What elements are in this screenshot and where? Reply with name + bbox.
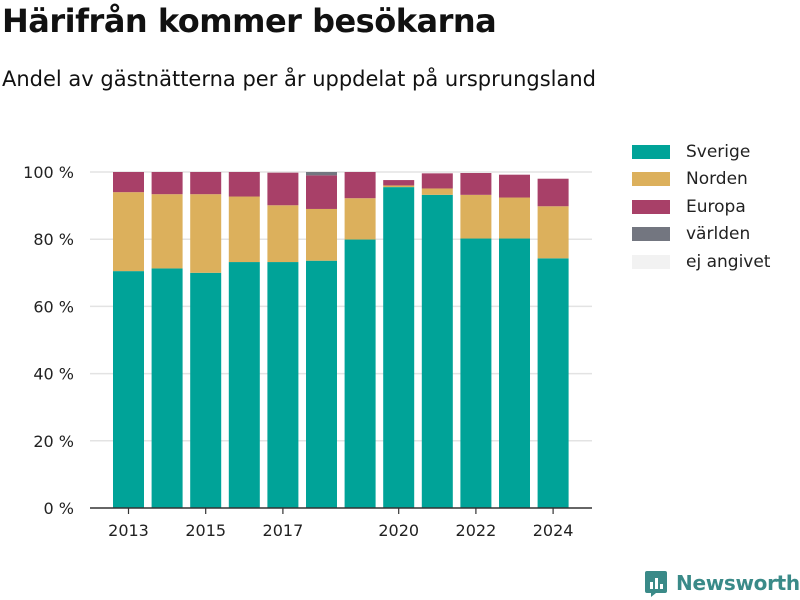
bar-segment-sverige [344, 239, 376, 508]
bar-segment-sverige [190, 272, 222, 508]
bar-segment-norden [190, 194, 222, 273]
bars [113, 172, 569, 508]
bar-segment-norden [306, 208, 337, 261]
bar-segment-sverige [421, 194, 453, 508]
bar-segment-sverige [113, 271, 144, 508]
x-tick-label: 2015 [185, 521, 226, 540]
y-tick-label: 80 % [33, 230, 74, 249]
bar-segment-europa [383, 180, 415, 186]
bar-segment-sverige [306, 260, 337, 508]
legend-label: Norden [686, 169, 748, 190]
bar-segment-norden [344, 198, 376, 240]
legend-item: Europa [632, 193, 770, 221]
x-tick-label: 2013 [108, 521, 149, 540]
bar-segment-norden [383, 185, 415, 188]
bar-segment-europa [499, 174, 530, 198]
y-tick-label: 100 % [23, 163, 74, 182]
x-tick-label: 2022 [456, 521, 497, 540]
legend-swatch [632, 227, 670, 242]
brand-name: Newsworthy [676, 571, 800, 595]
page-subtitle: Andel av gästnätterna per år uppdelat på… [2, 67, 596, 91]
legend-label: världen [686, 224, 751, 245]
bar-segment-europa [228, 172, 260, 197]
bar-segment-sverige [383, 187, 415, 508]
legend-item: Sverige [632, 138, 770, 166]
bar-segment-europa [421, 173, 453, 189]
legend-swatch [632, 172, 670, 187]
bar-segment-norden [113, 192, 144, 272]
legend-swatch [632, 199, 670, 214]
bar-segment-norden [421, 188, 453, 195]
bar-segment-europa [460, 173, 492, 195]
legend-label: Sverige [686, 141, 751, 162]
bar-segment-norden [151, 194, 183, 269]
bar-segment-sverige [267, 262, 299, 508]
bar-segment-europa [344, 172, 376, 199]
legend: Sverige Norden Europa världen ej angivet [632, 138, 770, 276]
x-tick-label: 2020 [378, 521, 419, 540]
legend-item: världen [632, 221, 770, 249]
newsworthy-logo-icon [645, 571, 667, 597]
y-tick-label: 60 % [33, 297, 74, 316]
bar-segment-norden [228, 196, 260, 263]
bar-segment-norden [460, 194, 492, 239]
legend-label: Europa [686, 196, 746, 217]
bar-segment-sverige [460, 238, 492, 508]
y-tick-label: 20 % [33, 432, 74, 451]
bar-segment-världen [306, 172, 337, 176]
bar-segment-europa [537, 178, 569, 207]
page-title: Härifrån kommer besökarna [2, 2, 497, 40]
x-tick-label: 2024 [533, 521, 574, 540]
bar-segment-sverige [228, 262, 260, 508]
legend-item: Norden [632, 166, 770, 194]
axes: 0 % 20 % 40 % 60 % 80 % 100 % 2013 2015 2017 2020… [23, 163, 592, 540]
bar-segment-europa [151, 172, 183, 195]
y-tick-label: 40 % [33, 365, 74, 384]
x-tick-label: 2017 [263, 521, 304, 540]
bar-segment-sverige [499, 238, 530, 508]
bar-segment-norden [499, 197, 530, 239]
bar-segment-europa [267, 172, 299, 206]
bar-segment-norden [267, 205, 299, 263]
bar-segment-europa [306, 175, 337, 209]
bar-segment-norden [537, 206, 569, 259]
y-tick-label: 0 % [44, 499, 74, 518]
bar-segment-sverige [151, 268, 183, 508]
bar-segment-europa [113, 172, 144, 193]
legend-swatch [632, 254, 670, 269]
bar-segment-europa [190, 172, 222, 195]
brand: Newsworthy [644, 569, 800, 597]
bar-segment-sverige [537, 258, 569, 508]
legend-swatch [632, 144, 670, 159]
legend-item: ej angivet [632, 248, 770, 276]
legend-label: ej angivet [686, 251, 771, 272]
